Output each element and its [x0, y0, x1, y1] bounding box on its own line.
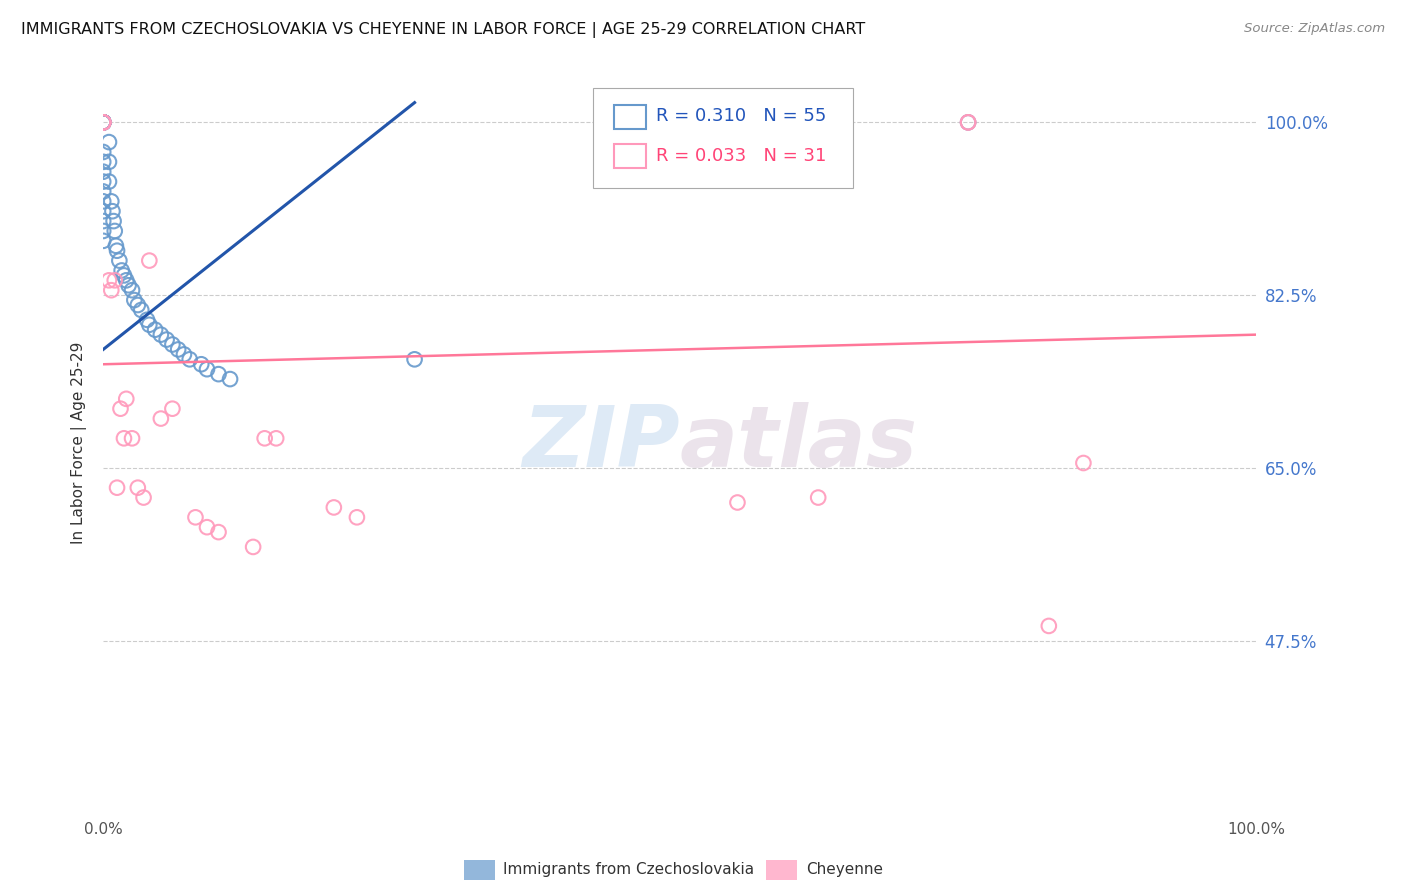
FancyBboxPatch shape [593, 87, 853, 187]
Point [138, 253, 160, 268]
Point [91, 115, 114, 129]
Point [242, 540, 264, 554]
Point [264, 431, 287, 445]
Point [727, 495, 749, 509]
Point [129, 302, 152, 317]
Point [322, 500, 344, 515]
Point [98, 175, 121, 189]
Point [108, 253, 131, 268]
Point [91, 224, 114, 238]
Point [91, 115, 114, 129]
Point [91, 175, 114, 189]
Point [98, 154, 121, 169]
Text: atlas: atlas [681, 401, 918, 484]
Point [149, 327, 172, 342]
Point [91, 214, 114, 228]
Point [91, 115, 114, 129]
Point [91, 115, 114, 129]
Point [957, 115, 980, 129]
Point [100, 194, 122, 209]
FancyBboxPatch shape [614, 145, 647, 168]
Point [91, 185, 114, 199]
Point [124, 293, 146, 307]
Point [91, 165, 114, 179]
Text: R = 0.310   N = 55: R = 0.310 N = 55 [655, 107, 825, 125]
Point [91, 115, 114, 129]
Point [100, 283, 122, 297]
Point [115, 273, 138, 287]
Point [195, 362, 218, 376]
FancyBboxPatch shape [614, 105, 647, 128]
Point [121, 283, 143, 297]
Point [91, 115, 114, 129]
Point [91, 115, 114, 129]
Point [1073, 456, 1095, 470]
Point [404, 352, 426, 367]
Point [91, 154, 114, 169]
Point [91, 115, 114, 129]
Point [127, 481, 149, 495]
Text: IMMIGRANTS FROM CZECHOSLOVAKIA VS CHEYENNE IN LABOR FORCE | AGE 25-29 CORRELATIO: IMMIGRANTS FROM CZECHOSLOVAKIA VS CHEYEN… [21, 22, 865, 38]
Point [162, 401, 184, 416]
Point [253, 431, 276, 445]
Point [207, 525, 229, 540]
Point [957, 115, 980, 129]
Point [91, 194, 114, 209]
Point [91, 115, 114, 129]
Point [138, 318, 160, 332]
Point [167, 343, 190, 357]
Point [98, 273, 121, 287]
Text: ZIP: ZIP [522, 401, 681, 484]
Point [127, 298, 149, 312]
Point [112, 431, 135, 445]
Point [104, 239, 127, 253]
Point [190, 357, 212, 371]
Point [219, 372, 242, 386]
Point [957, 115, 980, 129]
Point [117, 278, 139, 293]
Text: Immigrants from Czechoslovakia: Immigrants from Czechoslovakia [503, 863, 755, 877]
Point [103, 214, 125, 228]
Point [195, 520, 218, 534]
Point [112, 268, 135, 283]
Point [91, 115, 114, 129]
Point [104, 224, 127, 238]
Point [156, 333, 179, 347]
Point [121, 431, 143, 445]
Point [143, 323, 166, 337]
Point [115, 392, 138, 406]
Point [104, 273, 127, 287]
Point [91, 204, 114, 219]
Point [111, 263, 134, 277]
Point [110, 401, 132, 416]
Point [1038, 619, 1060, 633]
Y-axis label: In Labor Force | Age 25-29: In Labor Force | Age 25-29 [72, 342, 87, 544]
Point [346, 510, 368, 524]
Point [807, 491, 830, 505]
Point [162, 337, 184, 351]
Point [184, 510, 207, 524]
Point [179, 352, 201, 367]
Point [91, 115, 114, 129]
Point [149, 411, 172, 425]
Point [105, 244, 128, 258]
Point [207, 367, 229, 381]
Point [91, 234, 114, 248]
Point [132, 491, 155, 505]
Point [91, 115, 114, 129]
Point [91, 115, 114, 129]
Text: R = 0.033   N = 31: R = 0.033 N = 31 [655, 147, 825, 165]
Point [173, 347, 195, 361]
Point [101, 204, 124, 219]
Point [91, 145, 114, 159]
Point [98, 135, 121, 149]
Text: Cheyenne: Cheyenne [806, 863, 883, 877]
Point [91, 115, 114, 129]
Point [136, 313, 159, 327]
Point [91, 115, 114, 129]
Point [91, 115, 114, 129]
Text: Source: ZipAtlas.com: Source: ZipAtlas.com [1244, 22, 1385, 36]
Point [105, 481, 128, 495]
